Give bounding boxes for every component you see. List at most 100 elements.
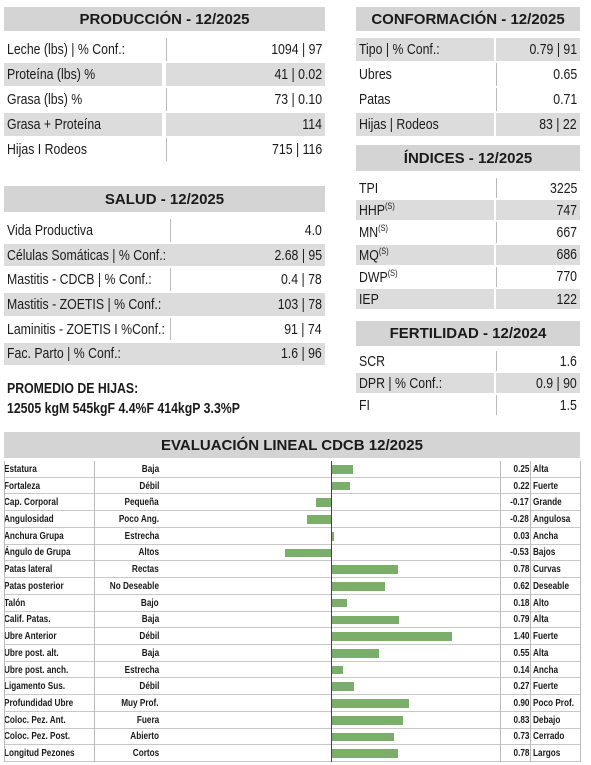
row-label: Vida Productiva xyxy=(4,219,170,242)
high: Fuerte xyxy=(533,628,580,645)
text: Ubre Anterior xyxy=(4,631,57,643)
high: Cerrado xyxy=(533,729,580,746)
label: TPI xyxy=(359,180,378,197)
text: Ubres xyxy=(359,66,392,83)
text: Mastitis - ZOETIS | % Conf.: xyxy=(7,295,162,313)
row-line xyxy=(4,710,580,712)
row-label: MQ(S) xyxy=(356,244,494,265)
high: Largos xyxy=(533,745,580,762)
text: 0.79 xyxy=(513,614,529,626)
row-line xyxy=(4,510,580,512)
row-label: Proteína (lbs) % xyxy=(4,63,162,86)
row-label: Fac. Parto | % Conf.: xyxy=(4,342,170,366)
value: 0.79 xyxy=(500,612,529,629)
text: Ángulo de Grupa xyxy=(4,547,71,559)
text: 0.90 xyxy=(513,697,529,709)
label: MN(S) xyxy=(359,223,388,241)
bar xyxy=(306,515,331,524)
text: 0.62 xyxy=(513,580,529,592)
row-value: 686 xyxy=(496,244,580,265)
text: Hijas | Rodeos xyxy=(359,116,439,133)
text: Estrecha xyxy=(124,530,159,542)
trait: Longitud Pezones xyxy=(4,745,93,762)
text: DWP xyxy=(359,268,388,286)
low: Débil xyxy=(95,678,159,695)
text: 2.68 | 95 xyxy=(274,246,322,264)
label: FI xyxy=(359,397,370,414)
text: 0.71 xyxy=(553,91,577,108)
low: Baja xyxy=(95,612,159,629)
high: Fuerte xyxy=(533,478,580,495)
text: Grasa + Proteína xyxy=(7,116,102,133)
text: 686 xyxy=(556,246,577,264)
text: Poco Prof. xyxy=(533,697,575,709)
text: EVALUACIÓN LINEAL CDCB 12/2025 xyxy=(160,436,423,454)
row-line xyxy=(4,476,580,478)
row-line xyxy=(4,727,580,729)
text: Baja xyxy=(141,463,159,475)
low: Altos xyxy=(95,545,160,562)
row-value: 114 xyxy=(166,113,325,136)
row-line xyxy=(4,543,580,545)
low: Poco Ang. xyxy=(95,511,159,528)
text: Bajos xyxy=(533,547,556,559)
bar xyxy=(331,582,385,591)
text: Cortos xyxy=(132,748,159,760)
text: (S) xyxy=(384,201,395,212)
high: Fuerte xyxy=(533,678,580,695)
high: Angulosa xyxy=(533,511,580,528)
text: Baja xyxy=(141,614,159,626)
text: Ancha xyxy=(533,664,559,676)
text: 770 xyxy=(556,268,577,286)
text: Deseable xyxy=(533,580,570,592)
row-line xyxy=(4,744,580,746)
text: FERTILIDAD - 12/2024 xyxy=(389,325,547,342)
text: Alta xyxy=(533,463,549,475)
text: Patas lateral xyxy=(4,564,53,576)
label: IEP xyxy=(359,291,379,308)
text: Leche (lbs) | % Conf.: xyxy=(7,41,126,58)
bar xyxy=(331,565,399,575)
text: IEP xyxy=(359,290,379,308)
row-line xyxy=(4,526,580,528)
text: Anchura Grupa xyxy=(4,530,64,542)
label: Hijas I Rodeos xyxy=(7,141,87,158)
bar xyxy=(331,598,347,608)
promedio-title: PROMEDIO DE HIJAS: xyxy=(4,377,170,399)
row-label: DWP(S) xyxy=(356,267,494,287)
row-label: Patas xyxy=(356,88,494,111)
high: Ancha xyxy=(533,662,580,679)
text: -0.28 xyxy=(510,514,529,526)
value: 0.22 xyxy=(500,478,529,495)
text: Mastitis - CDCB | % Conf.: xyxy=(7,271,152,289)
text: 83 | 22 xyxy=(539,116,577,133)
value: -0.17 xyxy=(500,494,529,511)
text: 0.79 | 91 xyxy=(529,41,577,58)
high: Alta xyxy=(533,645,580,662)
column-line xyxy=(530,461,531,762)
trait: Cap. Corporal xyxy=(4,494,93,511)
text: 73 | 0.10 xyxy=(274,91,322,108)
row-value: 83 | 22 xyxy=(496,113,580,136)
text: (S) xyxy=(378,245,389,256)
row-line xyxy=(4,577,580,579)
text: -0.17 xyxy=(510,497,529,509)
value: 0.18 xyxy=(500,595,529,612)
row-value: 3225 xyxy=(496,178,580,199)
trait: Anchura Grupa xyxy=(4,528,93,545)
text: Altos xyxy=(138,547,160,559)
text: SCR xyxy=(359,352,385,370)
text: Estatura xyxy=(4,463,37,475)
text: 1094 | 97 xyxy=(270,41,322,58)
low: Baja xyxy=(95,645,159,662)
text: Débil xyxy=(138,681,159,693)
row-line xyxy=(4,660,580,662)
text: 103 | 78 xyxy=(277,295,322,313)
high: Ancha xyxy=(533,528,580,545)
label: Proteína (lbs) % xyxy=(7,66,95,83)
trait: Angulosidad xyxy=(4,511,93,528)
value: 0.14 xyxy=(500,662,529,679)
column-line xyxy=(4,461,5,762)
text: 4.0 xyxy=(304,221,322,239)
row-label: MN(S) xyxy=(356,222,494,242)
